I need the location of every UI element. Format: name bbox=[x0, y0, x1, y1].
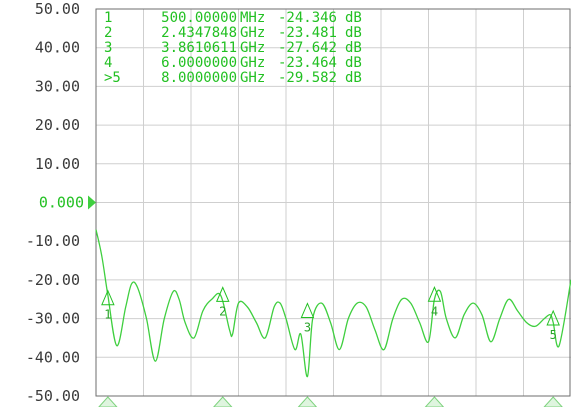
marker-readout-frequency: 6.0000000 bbox=[161, 55, 237, 71]
marker-number-label: 1 bbox=[104, 308, 111, 322]
marker-readout-value: -23.464 bbox=[278, 55, 337, 71]
marker-readout-value: -27.642 bbox=[278, 40, 337, 56]
marker-readout-frequency: 8.0000000 bbox=[161, 70, 237, 86]
marker-readout-unit: GHz bbox=[240, 25, 265, 41]
marker-triangle bbox=[546, 309, 560, 326]
marker-triangle bbox=[427, 286, 442, 302]
marker-readout-number: >5 bbox=[104, 70, 121, 86]
trace-line bbox=[95, 229, 571, 378]
y-tick-label: -20.00 bbox=[26, 271, 80, 289]
marker-readout-number: 3 bbox=[104, 40, 112, 56]
marker-readout-value-unit: dB bbox=[345, 25, 362, 41]
marker-triangle bbox=[101, 289, 115, 306]
marker-readout-number: 4 bbox=[104, 55, 112, 71]
marker-position-triangle bbox=[98, 396, 118, 407]
marker-position-triangle bbox=[424, 396, 445, 407]
marker-readout-frequency: 2.4347848 bbox=[161, 25, 237, 41]
marker-readout-unit: GHz bbox=[240, 70, 265, 86]
reference-level-arrow bbox=[88, 195, 96, 210]
marker-position-triangle bbox=[297, 396, 318, 407]
marker-number-label: 5 bbox=[550, 328, 557, 342]
marker-readout-unit: GHz bbox=[240, 55, 265, 71]
y-tick-label: -50.00 bbox=[26, 387, 80, 405]
marker-readout-value-unit: dB bbox=[345, 55, 362, 71]
marker-layer: 1 2 3 4 5 bbox=[98, 286, 563, 407]
marker-readout-value-unit: dB bbox=[345, 10, 362, 26]
marker-readout-value-unit: dB bbox=[345, 40, 362, 56]
y-tick-label: 30.00 bbox=[35, 77, 80, 95]
y-tick-label: 40.00 bbox=[35, 39, 80, 57]
y-tick-label: -40.00 bbox=[26, 348, 80, 366]
marker-readout-unit: MHz bbox=[240, 10, 265, 26]
marker-number-label: 2 bbox=[219, 304, 226, 318]
y-tick-label: 10.00 bbox=[35, 155, 80, 173]
marker-readout-number: 1 bbox=[104, 10, 112, 26]
marker-triangle bbox=[215, 286, 230, 302]
marker-readout-frequency: 500.00000 bbox=[161, 10, 237, 26]
marker-readout-frequency: 3.8610611 bbox=[161, 40, 237, 56]
y-tick-label: 0.000 bbox=[39, 194, 84, 212]
marker-number-label: 3 bbox=[304, 320, 311, 334]
marker-number-label: 4 bbox=[431, 304, 438, 318]
marker-readout-number: 2 bbox=[104, 25, 112, 41]
marker-readout-unit: GHz bbox=[240, 40, 265, 56]
marker-position-triangle bbox=[543, 396, 563, 407]
y-tick-label: -10.00 bbox=[26, 232, 80, 250]
marker-position-triangle bbox=[213, 396, 233, 407]
marker-triangle bbox=[300, 302, 315, 318]
y-tick-label: 20.00 bbox=[35, 116, 80, 134]
marker-readout-value: -23.481 bbox=[278, 25, 337, 41]
y-axis-tick-labels: 50.00 40.00 30.00 20.00 10.00 0.000 -10.00 -20.… bbox=[26, 0, 96, 405]
marker-readout-value-unit: dB bbox=[345, 70, 362, 86]
marker-readout-table: 1 500.00000 MHz -24.346 dB2 2.4347848 GHz -23.4… bbox=[104, 10, 362, 86]
marker-readout-value: -24.346 bbox=[278, 10, 337, 26]
marker-readout-value: -29.582 bbox=[278, 70, 337, 86]
y-tick-label: -30.00 bbox=[26, 310, 80, 328]
trace-layer bbox=[95, 229, 571, 378]
y-tick-label: 50.00 bbox=[35, 0, 80, 18]
